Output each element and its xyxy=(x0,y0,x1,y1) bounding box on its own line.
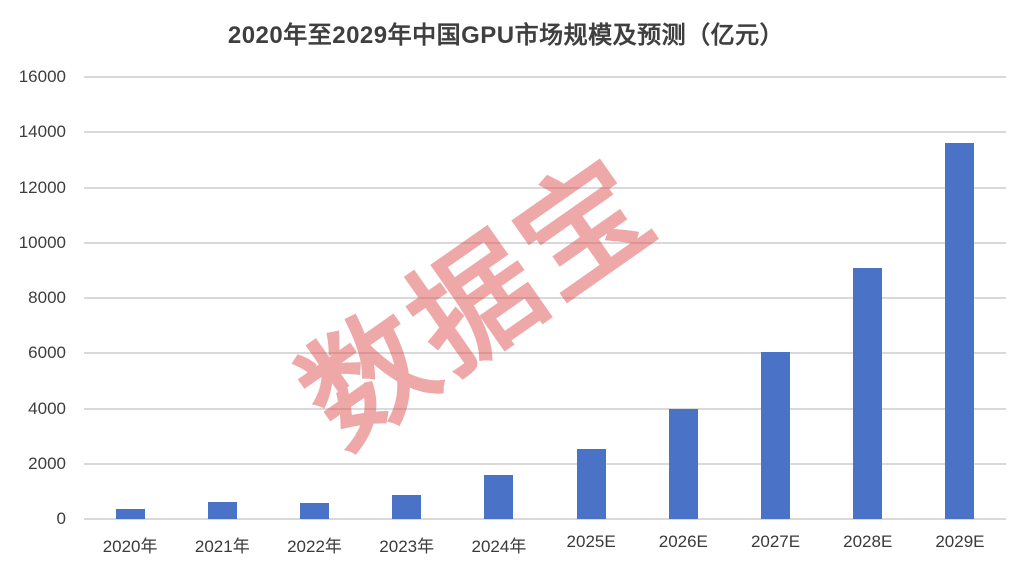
bar-slot-4 xyxy=(453,77,545,519)
bar-0 xyxy=(115,509,145,519)
x-tick-label-2: 2022年 xyxy=(287,537,342,556)
bar-slot-1 xyxy=(176,77,268,519)
x-tick-label-5: 2025E xyxy=(566,532,616,551)
bar-slot-8 xyxy=(822,77,914,519)
bar-slot-3 xyxy=(361,77,453,519)
gridline-4000 xyxy=(84,407,1006,410)
gridline-8000 xyxy=(84,297,1006,299)
gridline-6000 xyxy=(84,352,1006,355)
bar-3 xyxy=(392,494,422,519)
y-tick-label-14000: 14000 xyxy=(18,122,66,142)
bar-slot-6 xyxy=(637,77,729,519)
y-axis-labels: 0 2000 4000 6000 8000 10000 12000 14000 16000 xyxy=(0,67,66,528)
y-tick-label-6000: 6000 xyxy=(28,343,66,363)
x-tick-label-4: 2024年 xyxy=(471,537,527,556)
y-tick-label-4000: 4000 xyxy=(28,398,66,418)
gridline-12000 xyxy=(84,186,1006,189)
x-tick-label-3: 2023年 xyxy=(379,537,435,556)
bar-slot-7 xyxy=(729,77,821,519)
gridline-0 xyxy=(84,518,1006,520)
bar-slot-2 xyxy=(268,77,360,519)
gridline-2000 xyxy=(84,462,1006,465)
x-axis-labels: 2020年 2021年 2022年 2023年 2024年 2025E 2026E 2027E… xyxy=(84,532,1006,557)
bar-7 xyxy=(761,351,791,519)
x-tick-label-7: 2027E xyxy=(750,532,801,551)
bar-2 xyxy=(300,502,329,519)
bar-9 xyxy=(945,143,975,519)
bar-slot-9 xyxy=(914,77,1006,519)
bar-4 xyxy=(484,475,514,519)
y-tick-label-12000: 12000 xyxy=(18,177,66,197)
x-tick-label-0: 2020年 xyxy=(102,537,158,556)
x-tick-label-9: 2029E xyxy=(935,532,985,551)
x-tick-label-8: 2028E xyxy=(843,532,893,551)
y-tick-label-0: 0 xyxy=(56,509,66,528)
chart-title: 2020年至2029年中国GPU市场规模及预测（亿元） xyxy=(227,22,785,49)
x-tick-label-6: 2026E xyxy=(658,532,708,551)
y-tick-label-10000: 10000 xyxy=(18,232,66,252)
x-tick-label-1: 2021年 xyxy=(194,537,250,556)
bar-series xyxy=(84,77,1006,519)
plot-area: 0 2000 4000 6000 8000 10000 12000 14000 16000 20… xyxy=(19,67,1006,556)
bar-6 xyxy=(668,409,698,519)
bar-slot-0 xyxy=(84,77,176,519)
gridline-10000 xyxy=(84,241,1006,244)
y-tick-label-8000: 8000 xyxy=(28,288,66,307)
bar-8 xyxy=(853,267,883,519)
bar-slot-5 xyxy=(545,77,637,519)
y-tick-label-16000: 16000 xyxy=(18,67,66,86)
gridline-16000 xyxy=(84,76,1006,78)
y-tick-label-2000: 2000 xyxy=(28,453,66,473)
gridlines xyxy=(84,76,1006,520)
bar-1 xyxy=(207,502,237,519)
gridline-14000 xyxy=(84,131,1006,134)
bar-5 xyxy=(576,448,606,519)
